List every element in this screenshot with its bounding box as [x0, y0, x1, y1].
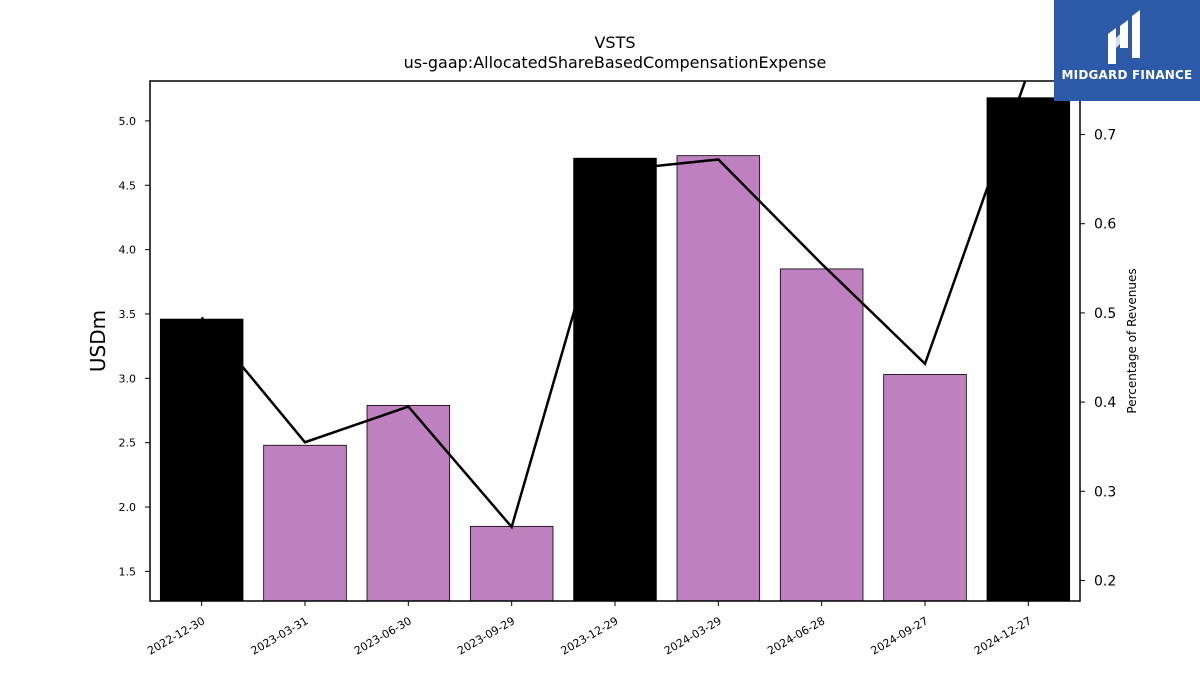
y-tick-label: 3.5 [119, 308, 137, 321]
y-tick-label: 3.0 [119, 372, 137, 385]
y-tick-label: 2.0 [119, 501, 137, 514]
percentage-line [200, 81, 1027, 530]
y-tick-label: 1.5 [119, 565, 137, 578]
x-tick-label: 2024-09-27 [869, 614, 931, 657]
y-tick-label: 4.0 [119, 244, 137, 257]
x-tick-label: 2023-03-31 [249, 614, 311, 657]
chart-title: VSTS [594, 33, 635, 52]
bar-2023-03-31 [263, 444, 347, 601]
y-tick-label: 4.5 [119, 179, 137, 192]
x-tick-label: 2023-06-30 [352, 614, 414, 657]
y2-tick-label: 0.6 [1094, 217, 1116, 233]
y2-tick-label: 0.3 [1094, 484, 1116, 500]
bar-2022-12-30 [159, 318, 244, 601]
chart-subtitle: us-gaap:AllocatedShareBasedCompensationE… [404, 53, 827, 72]
y-tick-label: 5.0 [119, 115, 137, 128]
y2-axis-label: Percentage of Revenues [1125, 268, 1139, 413]
x-tick-label: 2023-09-29 [455, 614, 517, 657]
y-tick-label: 2.5 [119, 437, 137, 450]
x-tick-label: 2023-12-29 [559, 614, 621, 657]
x-tick-label: 2024-06-28 [765, 614, 827, 657]
x-tick-label: 2024-12-27 [972, 614, 1034, 657]
y-axis-label: USDm [86, 310, 110, 372]
bar-2024-09-27 [883, 374, 967, 601]
x-tick-label: 2024-03-29 [662, 614, 724, 657]
y2-tick-label: 0.7 [1094, 128, 1116, 144]
logo-text: MIDGARD FINANCE [1061, 68, 1193, 82]
logo-icon [1108, 10, 1140, 64]
bar-2024-03-29 [676, 155, 761, 601]
line-group [200, 81, 1027, 530]
bar-2024-12-27 [986, 97, 1071, 601]
logo: MIDGARD FINANCE [1054, 0, 1200, 101]
y2-tick-label: 0.4 [1094, 395, 1116, 411]
bar-2023-06-30 [366, 404, 451, 601]
y2-tick-label: 0.5 [1094, 306, 1116, 322]
x-tick-label: 2022-12-30 [145, 614, 207, 657]
bar-2023-09-29 [469, 525, 554, 601]
bars-group [159, 97, 1071, 601]
bar-2024-06-28 [779, 268, 864, 601]
bar-2023-12-29 [573, 157, 657, 601]
y2-tick-label: 0.2 [1094, 573, 1116, 589]
